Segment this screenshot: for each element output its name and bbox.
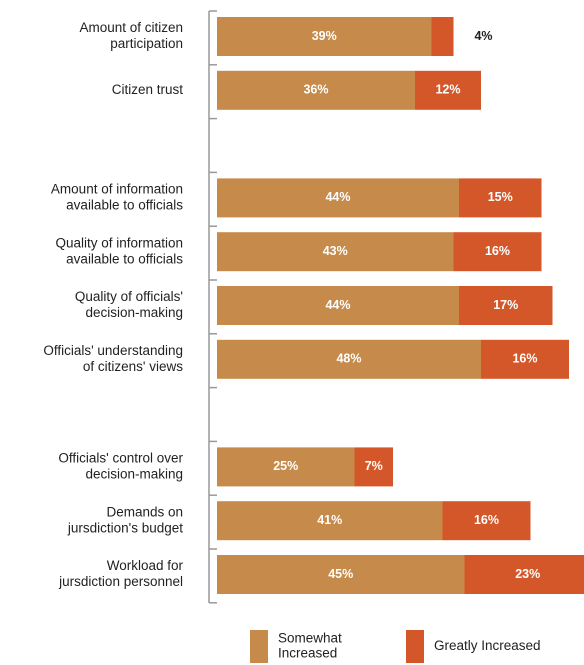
bar-segment xyxy=(442,501,531,541)
bar-segment xyxy=(217,501,443,541)
data-label: 16% xyxy=(474,513,499,527)
category-label: Demands on xyxy=(106,504,183,519)
legend-swatch xyxy=(406,630,424,663)
category-label: jursdiction personnel xyxy=(58,574,183,589)
bar-segment xyxy=(217,232,454,272)
category-label: available to officials xyxy=(66,251,183,266)
category-label: decision-making xyxy=(85,305,183,320)
bar-segment xyxy=(459,178,542,218)
bar-segment xyxy=(217,286,459,325)
category-label: Officials' understanding xyxy=(43,343,183,358)
category-label: available to officials xyxy=(66,197,183,212)
data-label: 25% xyxy=(273,459,298,473)
data-label: 23% xyxy=(515,567,540,581)
legend-label: Increased xyxy=(278,646,337,661)
data-label: 44% xyxy=(325,298,350,312)
data-label: 39% xyxy=(312,29,337,43)
category-label: Quality of information xyxy=(55,235,183,250)
legend-label: Somewhat xyxy=(278,631,342,646)
category-label: Officials' control over xyxy=(58,450,183,465)
data-label: 43% xyxy=(323,244,348,258)
data-label: 15% xyxy=(488,190,513,204)
bar-segment xyxy=(217,447,355,487)
bar-segment xyxy=(431,17,454,56)
bar-segment xyxy=(217,339,481,379)
bar-segment xyxy=(217,70,415,110)
category-label: Amount of citizen xyxy=(79,20,183,35)
legend-swatch xyxy=(250,630,268,663)
y-axis xyxy=(208,10,217,604)
category-label: Workload for xyxy=(107,558,184,573)
category-label: Quality of officials' xyxy=(75,289,183,304)
category-label: participation xyxy=(110,36,183,51)
data-label: 16% xyxy=(485,244,510,258)
bar-segment xyxy=(415,70,481,110)
data-label: 36% xyxy=(303,83,328,97)
data-label: 45% xyxy=(328,567,353,581)
data-label: 4% xyxy=(474,29,492,43)
bar-segment xyxy=(464,555,584,594)
bar-segment xyxy=(217,178,459,218)
data-label: 16% xyxy=(512,352,537,366)
bar-segment xyxy=(453,232,542,272)
data-label: 41% xyxy=(317,513,342,527)
category-label: Citizen trust xyxy=(112,82,184,97)
data-label: 48% xyxy=(336,352,361,366)
data-label: 7% xyxy=(365,459,383,473)
bar-segment xyxy=(459,286,553,325)
category-label: of citizens' views xyxy=(83,359,183,374)
bar-segment xyxy=(481,339,569,379)
bar-segment xyxy=(354,447,393,487)
bar-segment xyxy=(217,17,432,56)
bars-layer: 39% 4% 36% 12% 44% 15% 43% 16% 44% 17% 48% 16% 25% 7%… xyxy=(217,17,584,594)
bar-segment xyxy=(217,555,465,594)
data-label: 12% xyxy=(435,83,460,97)
data-label: 44% xyxy=(325,190,350,204)
category-label: jursdiction's budget xyxy=(67,520,183,535)
category-label: Amount of information xyxy=(51,181,183,196)
data-label: 17% xyxy=(493,298,518,312)
legend-label: Greatly Increased xyxy=(434,638,541,653)
category-label: decision-making xyxy=(85,466,183,481)
